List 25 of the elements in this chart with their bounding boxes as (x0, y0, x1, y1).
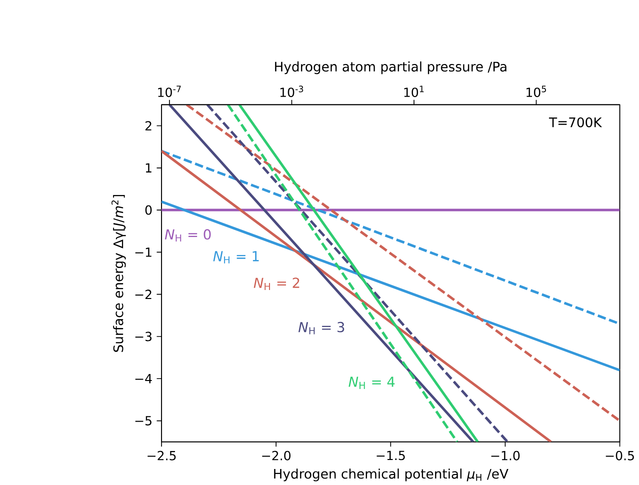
x2-tick-label: 10$^{-7}$ (158, 86, 181, 97)
x2-tick-label: 10$^{5}$ (526, 86, 546, 97)
annotation: T=700K (548, 117, 602, 128)
y-tick-label: 0 (145, 205, 152, 215)
y-tick-label: −3 (135, 332, 152, 342)
x-tick-label: −0.5 (606, 450, 634, 460)
y-tick-label: −4 (135, 374, 152, 384)
x-tick-label: −2.0 (262, 450, 290, 460)
y-tick-label: −5 (135, 416, 152, 426)
x-tick-label: −2.5 (148, 450, 176, 460)
x2-tick-label: 10$^{1}$ (404, 86, 424, 97)
x2-axis-title: Hydrogen atom partial pressure /Pa (275, 61, 506, 74)
x-axis-title: Hydrogen chemical potential μ$_{H}$ /eV (274, 468, 508, 482)
x2-tick-label: 10$^{-3}$ (280, 85, 304, 97)
series-label: N$_{H}$ = 2 (254, 277, 300, 290)
x-tick-label: −1.5 (376, 450, 405, 460)
series-label: N$_{H}$ = 3 (298, 322, 344, 334)
y-tick-label: −1 (135, 247, 152, 257)
text: N$_{H}$ = 4 (348, 376, 395, 389)
y-tick-label: −2 (135, 290, 152, 299)
y-tick-label: 2 (145, 120, 152, 130)
x-tick-label: −1.0 (491, 450, 520, 460)
series-label: N$_{H}$ = 1 (213, 251, 259, 264)
series-label: N$_{H}$ = 0 (164, 229, 211, 242)
y-tick-label: 1 (146, 163, 152, 172)
